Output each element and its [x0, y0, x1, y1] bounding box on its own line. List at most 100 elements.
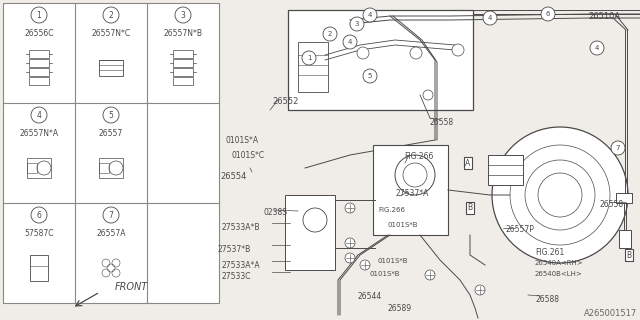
Circle shape — [350, 17, 364, 31]
Circle shape — [590, 41, 604, 55]
Text: 0101S*B: 0101S*B — [378, 258, 408, 264]
Text: 26557N*A: 26557N*A — [19, 129, 59, 138]
Circle shape — [343, 35, 357, 49]
Circle shape — [423, 90, 433, 100]
Circle shape — [363, 8, 377, 22]
Text: 0101S*B: 0101S*B — [370, 271, 401, 277]
Bar — [29, 77, 49, 85]
Text: 2: 2 — [328, 31, 332, 37]
Circle shape — [345, 253, 355, 263]
Circle shape — [410, 47, 422, 59]
Circle shape — [425, 270, 435, 280]
Circle shape — [103, 7, 119, 23]
Text: 27533A*B: 27533A*B — [222, 223, 260, 232]
Text: A: A — [465, 158, 470, 167]
Circle shape — [103, 107, 119, 123]
Text: FIG.266: FIG.266 — [378, 207, 405, 213]
Bar — [29, 59, 49, 67]
Text: FIG.266: FIG.266 — [404, 152, 433, 161]
Text: 27533C: 27533C — [222, 272, 252, 281]
Bar — [288, 10, 473, 110]
Text: 3: 3 — [355, 21, 359, 27]
Text: A265001517: A265001517 — [584, 309, 637, 318]
Text: 5: 5 — [368, 73, 372, 79]
Circle shape — [611, 141, 625, 155]
Text: 0101S*A: 0101S*A — [225, 136, 258, 145]
Text: 26510A: 26510A — [588, 12, 620, 21]
Text: 5: 5 — [109, 110, 113, 119]
Text: 26556C: 26556C — [24, 29, 54, 38]
Text: 0101S*B: 0101S*B — [388, 222, 419, 228]
Text: 4: 4 — [488, 15, 492, 21]
Circle shape — [345, 238, 355, 248]
Bar — [373, 145, 448, 235]
Circle shape — [357, 47, 369, 59]
Text: 26588: 26588 — [535, 295, 559, 304]
Text: 27537*B: 27537*B — [218, 245, 252, 254]
Bar — [27, 163, 37, 173]
Text: 26558: 26558 — [600, 200, 624, 209]
Bar — [619, 230, 631, 248]
Bar — [173, 50, 193, 58]
Circle shape — [483, 11, 497, 25]
Circle shape — [31, 107, 47, 123]
Bar — [29, 50, 49, 58]
Text: FRONT: FRONT — [115, 282, 148, 292]
Bar — [99, 163, 109, 173]
Text: 26544: 26544 — [358, 292, 382, 301]
Text: 6: 6 — [36, 211, 42, 220]
Text: 1: 1 — [307, 55, 311, 61]
Text: 27537*A: 27537*A — [396, 189, 429, 198]
Text: 26589: 26589 — [388, 304, 412, 313]
Circle shape — [345, 203, 355, 213]
Text: 4: 4 — [368, 12, 372, 18]
Circle shape — [541, 7, 555, 21]
Circle shape — [323, 27, 337, 41]
Text: FIG.261: FIG.261 — [535, 248, 564, 257]
Circle shape — [475, 285, 485, 295]
Text: 7: 7 — [109, 211, 113, 220]
Bar — [173, 59, 193, 67]
Text: 4: 4 — [348, 39, 352, 45]
Bar — [30, 255, 48, 281]
Text: B: B — [627, 251, 632, 260]
Text: 27533A*A: 27533A*A — [222, 261, 260, 270]
Bar — [298, 42, 328, 92]
Text: 26558: 26558 — [430, 118, 454, 127]
Text: 0101S*C: 0101S*C — [232, 151, 265, 160]
Text: 0238S: 0238S — [263, 208, 287, 217]
Bar — [173, 68, 193, 76]
Text: 57587C: 57587C — [24, 229, 54, 238]
Text: 26557N*B: 26557N*B — [163, 29, 202, 38]
Text: 26540A<RH>: 26540A<RH> — [535, 260, 584, 266]
Text: 26557: 26557 — [99, 129, 123, 138]
Text: 26554: 26554 — [220, 172, 246, 181]
Bar — [488, 155, 523, 185]
Circle shape — [103, 207, 119, 223]
Text: 26557N*C: 26557N*C — [92, 29, 131, 38]
Circle shape — [31, 207, 47, 223]
Text: B: B — [467, 204, 472, 212]
Circle shape — [452, 44, 464, 56]
Circle shape — [363, 69, 377, 83]
Text: 7: 7 — [616, 145, 620, 151]
Text: 2: 2 — [109, 11, 113, 20]
Circle shape — [175, 7, 191, 23]
Text: 26557P: 26557P — [505, 225, 534, 234]
Text: 26540B<LH>: 26540B<LH> — [535, 271, 583, 277]
Circle shape — [31, 7, 47, 23]
Bar — [3, 3, 219, 303]
Text: 4: 4 — [36, 110, 42, 119]
Bar — [99, 60, 123, 76]
Text: 26557A: 26557A — [96, 229, 125, 238]
Circle shape — [492, 127, 628, 263]
Bar — [29, 68, 49, 76]
Bar — [285, 195, 335, 270]
Text: 6: 6 — [546, 11, 550, 17]
Bar — [173, 77, 193, 85]
Text: 1: 1 — [36, 11, 42, 20]
Bar — [616, 193, 632, 203]
Circle shape — [302, 51, 316, 65]
Bar — [99, 158, 123, 178]
Text: 4: 4 — [595, 45, 599, 51]
